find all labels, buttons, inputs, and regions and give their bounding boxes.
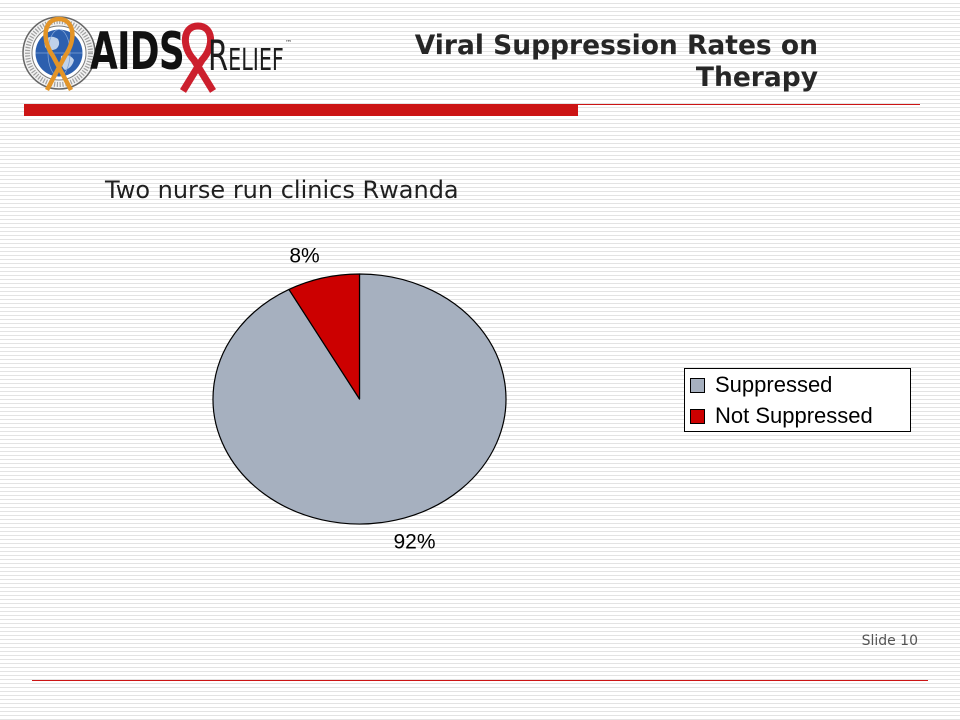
seal-ribbon-icon [45,16,75,92]
slide-subtitle: Two nurse run clinics Rwanda [105,176,459,204]
legend-label-not-suppressed: Not Suppressed [715,403,873,428]
slide-title: Viral Suppression Rates on Therapy [414,30,818,93]
title-accent-line [578,104,920,105]
seal-rim [25,19,93,87]
red-ribbon-strand [182,22,216,93]
pie-chart: 92% 8% Suppressed Not Suppressed [212,245,911,553]
legend: Suppressed Not Suppressed [684,368,911,432]
legend-swatch-suppressed [690,378,705,393]
red-ribbon-strand [180,22,214,93]
legend-swatch-not-suppressed [690,409,705,424]
pie-slice-not-suppressed [288,273,361,400]
globe-seal-icon [22,16,96,92]
logo-wordmark-aids: AIDS [90,22,185,82]
legend-box [684,368,911,432]
title-accent-bar [24,104,578,116]
pie-slices [212,273,507,525]
seal-ribbon-icon [43,16,73,92]
logo-wordmark-relief: RELIEF [208,31,284,80]
logo-graphics [22,16,216,93]
data-label-suppressed: 92% [393,530,435,553]
slide-number: Slide 10 [861,633,918,649]
aids-relief-logo: AIDS RELIEF ™ [20,12,295,98]
legend-label-suppressed: Suppressed [715,372,832,397]
footer-rule [32,680,928,681]
red-ribbon-icon [180,22,216,93]
data-label-not-suppressed: 8% [289,245,319,268]
logo-trademark: ™ [285,39,292,47]
